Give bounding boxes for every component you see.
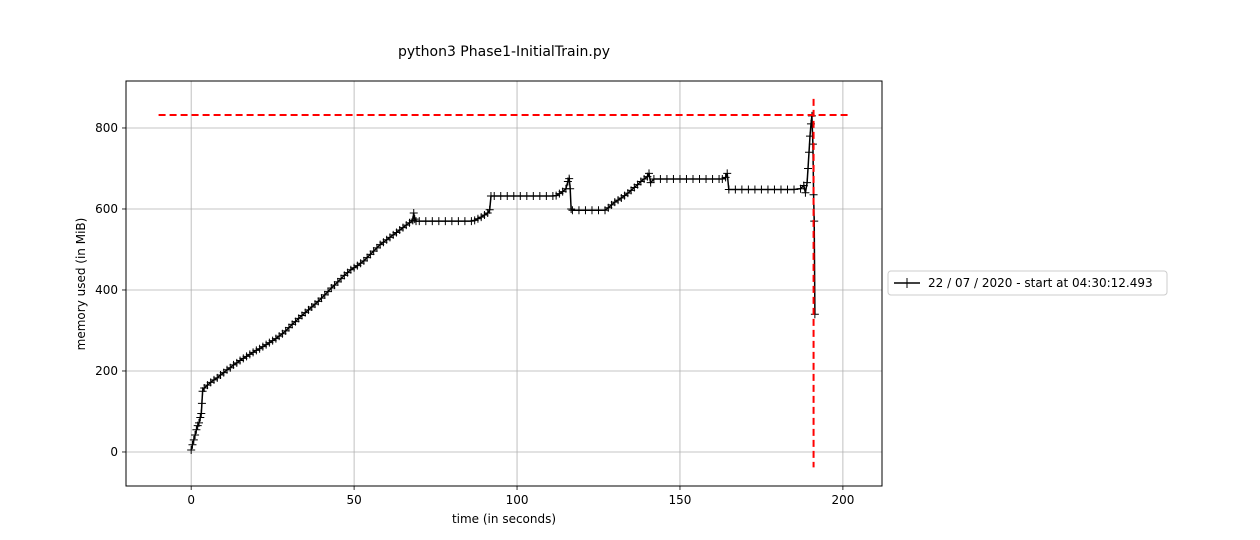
data-point-marker: [410, 215, 419, 224]
data-point-marker: [320, 290, 329, 299]
x-tick-label: 100: [506, 493, 529, 507]
data-point-marker: [803, 178, 812, 187]
data-point-marker: [363, 253, 372, 262]
data-point-marker: [718, 175, 727, 184]
data-point-marker: [229, 360, 238, 369]
data-point-marker: [194, 418, 203, 427]
legend-box: [887, 270, 1168, 296]
plot-frame: [125, 80, 883, 487]
legend: 22 / 07 / 2020 - start at 04:30:12.493: [887, 270, 1168, 296]
y-tick-label: 800: [95, 121, 118, 135]
data-point-marker: [346, 265, 355, 274]
data-point-marker: [317, 294, 326, 303]
data-point-marker: [258, 342, 267, 351]
data-point-marker: [337, 274, 346, 283]
data-point-marker: [470, 216, 479, 225]
data-point-marker: [801, 188, 810, 197]
data-point-marker: [265, 338, 274, 347]
data-point-marker: [209, 375, 218, 384]
series-line: [190, 115, 816, 451]
data-point-marker: [723, 169, 732, 178]
data-point-marker: [721, 173, 730, 182]
data-point-marker: [350, 263, 359, 272]
legend-label: 22 / 07 / 2020 - start at 04:30:12.493: [928, 276, 1153, 290]
data-point-marker: [555, 189, 564, 198]
data-point-marker: [485, 205, 494, 214]
plot-area: [158, 98, 850, 468]
y-tick-label: 400: [95, 283, 118, 297]
data-point-marker: [281, 326, 290, 335]
data-point-marker: [369, 247, 378, 256]
x-axis-ticks: 0 50 100 150 200: [187, 486, 854, 507]
data-point-marker: [359, 256, 368, 265]
data-point-marker: [614, 196, 623, 205]
data-point-marker: [197, 399, 206, 408]
data-point-marker: [610, 198, 619, 207]
data-point-marker: [467, 217, 476, 226]
x-axis-label: time (in seconds): [452, 512, 556, 526]
data-point-marker: [372, 243, 381, 252]
data-point-marker: [197, 409, 206, 418]
data-point-marker: [196, 413, 205, 422]
data-point-marker: [268, 336, 277, 345]
data-point-marker: [314, 297, 323, 306]
data-point-marker: [552, 191, 561, 200]
legend-marker: [902, 278, 912, 288]
data-point-marker: [645, 169, 654, 178]
data-point-marker: [804, 164, 813, 173]
data-point-marker: [796, 184, 805, 193]
data-point-marker: [408, 216, 417, 225]
data-point-marker: [333, 277, 342, 286]
data-point-marker: [189, 435, 198, 444]
y-tick-label: 200: [95, 364, 118, 378]
grid-lines: [126, 81, 882, 486]
data-point-marker: [192, 425, 201, 434]
data-point-marker: [480, 211, 489, 220]
x-tick-label: 200: [831, 493, 854, 507]
data-point-marker: [191, 430, 200, 439]
y-axis-label: memory used (in MiB): [74, 218, 88, 351]
data-point-marker: [187, 445, 196, 454]
data-point-marker: [245, 350, 254, 359]
x-tick-label: 150: [669, 493, 692, 507]
data-point-marker: [643, 172, 652, 181]
data-point-marker: [477, 213, 486, 222]
data-point-marker: [252, 346, 261, 355]
data-point-marker: [805, 148, 814, 157]
data-point-marker: [284, 323, 293, 332]
data-point-marker: [483, 209, 492, 218]
y-axis-ticks: 0 200 400 600 800: [95, 121, 126, 459]
data-point-marker: [239, 354, 248, 363]
data-point-marker: [810, 310, 819, 319]
data-point-marker: [262, 340, 271, 349]
data-point-marker: [330, 281, 339, 290]
data-point-marker: [255, 344, 264, 353]
data-point-marker: [242, 352, 251, 361]
data-point-marker: [291, 317, 300, 326]
data-point-marker: [249, 348, 258, 357]
data-point-marker: [566, 184, 575, 193]
y-tick-label: 600: [95, 202, 118, 216]
data-point-marker: [473, 214, 482, 223]
data-point-marker: [409, 209, 418, 218]
x-tick-label: 0: [187, 493, 195, 507]
data-point-marker: [223, 365, 232, 374]
data-point-marker: [324, 287, 333, 296]
y-tick-label: 0: [110, 445, 118, 459]
chart-title: python3 Phase1-InitialTrain.py: [398, 44, 610, 60]
data-point-marker: [366, 250, 375, 259]
data-point-marker: [567, 204, 576, 213]
data-point-marker: [790, 185, 799, 194]
data-point-marker: [198, 387, 207, 396]
data-point-marker: [565, 174, 574, 183]
data-point-marker: [633, 180, 642, 189]
data-point-marker: [188, 440, 197, 449]
data-point-marker: [646, 178, 655, 187]
x-tick-label: 50: [346, 493, 361, 507]
data-point-marker: [236, 356, 245, 365]
